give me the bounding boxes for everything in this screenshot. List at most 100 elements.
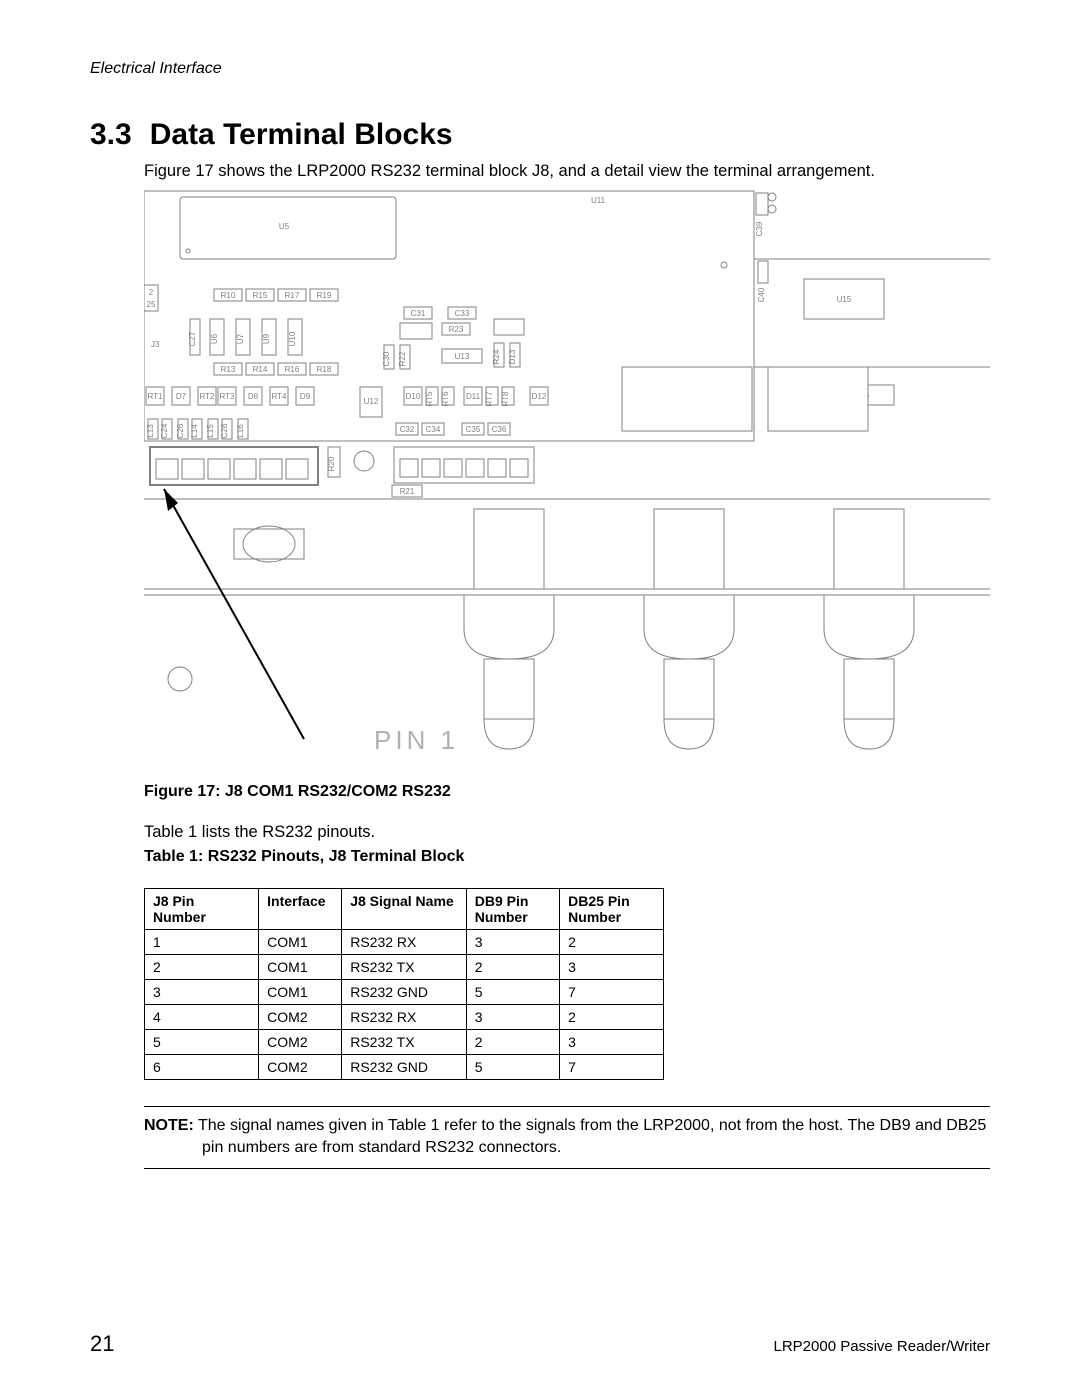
svg-text:R14: R14: [253, 365, 268, 374]
table-cell: RS232 GND: [342, 980, 467, 1005]
svg-text:U13: U13: [455, 352, 470, 361]
svg-text:L15: L15: [206, 424, 215, 438]
table-cell: COM1: [259, 955, 342, 980]
page: Electrical Interface 3.3 Data Terminal B…: [0, 0, 1080, 1397]
rt-d-row: RT1 D7 RT2 RT3 D8 RT4 D9 U12 D10 RT5 RT6…: [146, 387, 548, 417]
table-cell: 5: [466, 1055, 559, 1080]
table-row: 1COM1RS232 RX32: [145, 930, 664, 955]
gland-left: [234, 526, 304, 562]
table-cell: COM2: [259, 1055, 342, 1080]
svg-text:R18: R18: [317, 365, 332, 374]
table-cell: 5: [466, 980, 559, 1005]
table-intro: Table 1 lists the RS232 pinouts.: [144, 823, 990, 842]
gland-2: [644, 509, 734, 749]
footer-doc-title: LRP2000 Passive Reader/Writer: [774, 1338, 991, 1355]
svg-text:L13: L13: [146, 424, 155, 438]
table-cell: 7: [560, 1055, 664, 1080]
svg-text:R13: R13: [221, 365, 236, 374]
svg-text:C31: C31: [411, 309, 426, 318]
section-number: 3.3: [90, 118, 132, 152]
svg-text:C30: C30: [382, 351, 391, 366]
svg-text:RT4: RT4: [272, 392, 288, 401]
label-c40: C40: [757, 287, 766, 302]
svg-text:R16: R16: [285, 365, 300, 374]
svg-text:D12: D12: [532, 392, 547, 401]
svg-text:RT1: RT1: [148, 392, 164, 401]
pinout-table: J8 Pin Number Interface J8 Signal Name D…: [144, 888, 664, 1080]
svg-text:RT6: RT6: [441, 391, 450, 407]
table-cell: 7: [560, 980, 664, 1005]
u-row: U6 U7 U9 U10 C27: [188, 319, 302, 355]
small-row: L13 C24 C26 L14 L15 C28 L16 C32 C34 C35 …: [146, 419, 510, 439]
svg-text:RT3: RT3: [220, 392, 236, 401]
svg-text:C32: C32: [400, 425, 415, 434]
table-cell: 6: [145, 1055, 259, 1080]
section-title: 3.3 Data Terminal Blocks: [90, 118, 990, 152]
table-caption: Table 1: RS232 Pinouts, J8 Terminal Bloc…: [144, 848, 990, 866]
table-row: 3COM1RS232 GND57: [145, 980, 664, 1005]
col-header: DB9 Pin Number: [466, 889, 559, 930]
table-cell: COM1: [259, 980, 342, 1005]
section-heading: Data Terminal Blocks: [150, 118, 453, 152]
svg-text:R22: R22: [398, 351, 407, 366]
svg-text:C28: C28: [220, 423, 229, 438]
running-header: Electrical Interface: [90, 60, 990, 78]
table-cell: RS232 RX: [342, 1005, 467, 1030]
content-block: Figure 17 shows the LRP2000 RS232 termin…: [144, 162, 990, 1169]
table-cell: RS232 TX: [342, 955, 467, 980]
table-cell: 2: [145, 955, 259, 980]
svg-text:U10: U10: [288, 331, 297, 346]
table-cell: COM1: [259, 930, 342, 955]
table-cell: 1: [145, 930, 259, 955]
svg-text:RT7: RT7: [485, 391, 494, 407]
resistor-row-2: R13 R14 R16 R18: [214, 363, 338, 375]
gland-3: [824, 509, 914, 749]
label-c39: C39: [755, 221, 764, 236]
table-cell: 3: [560, 955, 664, 980]
svg-text:R23: R23: [449, 325, 464, 334]
table-cell: RS232 GND: [342, 1055, 467, 1080]
svg-text:R19: R19: [317, 291, 332, 300]
svg-text:L14: L14: [190, 424, 199, 438]
table-row: 5COM2RS232 TX23: [145, 1030, 664, 1055]
table-row: 2COM1RS232 TX23: [145, 955, 664, 980]
page-footer: 21 LRP2000 Passive Reader/Writer: [90, 1331, 990, 1357]
table-row: 4COM2RS232 RX32: [145, 1005, 664, 1030]
svg-text:C33: C33: [455, 309, 470, 318]
svg-text:C24: C24: [160, 423, 169, 438]
svg-text:R20: R20: [327, 456, 336, 471]
svg-text:U12: U12: [364, 397, 379, 406]
resistor-row-1: R10 R15 R17 R19: [214, 289, 338, 301]
label-u11: U11: [591, 196, 606, 205]
figure-17-diagram: U5 U11 C39 C40 2 25 J3 R1: [144, 189, 990, 769]
label-num2: 2: [149, 288, 154, 297]
svg-text:D9: D9: [300, 392, 311, 401]
svg-text:RT8: RT8: [501, 391, 510, 407]
note-label: NOTE:: [144, 1117, 194, 1134]
svg-text:RT2: RT2: [200, 392, 216, 401]
table-cell: 4: [145, 1005, 259, 1030]
svg-text:C36: C36: [492, 425, 507, 434]
svg-text:D11: D11: [466, 392, 481, 401]
note-text: The signal names given in Table 1 refer …: [198, 1117, 986, 1156]
svg-text:C35: C35: [466, 425, 481, 434]
table-cell: RS232 TX: [342, 1030, 467, 1055]
table-header-row: J8 Pin Number Interface J8 Signal Name D…: [145, 889, 664, 930]
table-row: 6COM2RS232 GND57: [145, 1055, 664, 1080]
svg-text:U9: U9: [262, 333, 271, 344]
svg-text:R24: R24: [492, 349, 501, 364]
intro-text: Figure 17 shows the LRP2000 RS232 termin…: [144, 162, 990, 181]
pin-1-label: PIN 1: [374, 725, 459, 755]
table-cell: 2: [466, 955, 559, 980]
svg-text:D10: D10: [406, 392, 421, 401]
table-cell: 3: [466, 930, 559, 955]
center-cluster: C31 C33 R23 U13 C30 R22 R24 D13: [382, 307, 524, 369]
svg-text:D13: D13: [508, 349, 517, 364]
label-u15: U15: [837, 295, 852, 304]
table-cell: 5: [145, 1030, 259, 1055]
svg-text:U7: U7: [236, 333, 245, 344]
j8-terminals: [156, 459, 308, 479]
svg-text:C26: C26: [176, 423, 185, 438]
table-cell: 2: [466, 1030, 559, 1055]
col-header: DB25 Pin Number: [560, 889, 664, 930]
